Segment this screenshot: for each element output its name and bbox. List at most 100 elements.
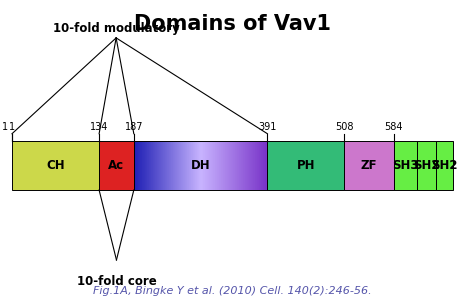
Bar: [170, 141, 171, 190]
Bar: [196, 141, 197, 190]
Bar: [244, 141, 245, 190]
Bar: [177, 141, 178, 190]
Bar: [212, 141, 213, 190]
Bar: [236, 141, 237, 190]
Bar: [179, 141, 180, 190]
Bar: [154, 141, 155, 190]
Bar: [145, 141, 146, 190]
Text: CH: CH: [46, 159, 65, 172]
Bar: [148, 141, 149, 190]
Bar: [192, 141, 194, 190]
Bar: [201, 141, 203, 190]
Bar: [249, 141, 250, 190]
Bar: [251, 141, 252, 190]
Bar: [221, 141, 222, 190]
Bar: [222, 141, 223, 190]
Bar: [148, 141, 149, 190]
Bar: [135, 141, 136, 190]
Bar: [143, 141, 144, 190]
Bar: [146, 141, 147, 190]
Bar: [241, 141, 242, 190]
Bar: [175, 141, 176, 190]
Bar: [208, 141, 209, 190]
Bar: [191, 141, 192, 190]
Bar: [199, 141, 200, 190]
Text: DH: DH: [190, 159, 210, 172]
Bar: [190, 141, 191, 190]
Bar: [182, 141, 183, 190]
Bar: [262, 141, 263, 190]
Bar: [243, 141, 244, 190]
Bar: [178, 141, 179, 190]
Bar: [254, 141, 255, 190]
Bar: [210, 141, 211, 190]
Bar: [247, 141, 248, 190]
Bar: [175, 141, 177, 190]
Bar: [204, 141, 205, 190]
Bar: [218, 141, 219, 190]
Bar: [160, 141, 161, 190]
Bar: [181, 141, 182, 190]
Text: 187: 187: [124, 122, 143, 132]
Bar: [173, 141, 174, 190]
Bar: [224, 141, 225, 190]
Bar: [168, 141, 169, 190]
Text: 584: 584: [384, 122, 402, 132]
Bar: [262, 141, 263, 190]
Bar: [260, 141, 261, 190]
Bar: [225, 141, 226, 190]
Bar: [218, 141, 219, 190]
Bar: [237, 141, 238, 190]
Bar: [192, 141, 193, 190]
Bar: [174, 141, 175, 190]
Bar: [164, 141, 165, 190]
Bar: [188, 141, 189, 190]
Bar: [183, 141, 184, 190]
Bar: [150, 141, 151, 190]
Bar: [140, 141, 141, 190]
Bar: [154, 141, 155, 190]
Bar: [239, 141, 241, 190]
Bar: [184, 141, 185, 190]
Bar: [267, 141, 343, 190]
Bar: [256, 141, 257, 190]
Bar: [242, 141, 243, 190]
Bar: [138, 141, 139, 190]
Bar: [231, 141, 232, 190]
Bar: [224, 141, 225, 190]
Bar: [211, 141, 212, 190]
Bar: [202, 141, 203, 190]
Bar: [215, 141, 216, 190]
Bar: [168, 141, 169, 190]
Bar: [238, 141, 239, 190]
Bar: [256, 141, 257, 190]
Bar: [245, 141, 246, 190]
Bar: [205, 141, 206, 190]
Bar: [343, 141, 393, 190]
Bar: [198, 141, 199, 190]
Bar: [236, 141, 238, 190]
Bar: [242, 141, 243, 190]
Bar: [141, 141, 142, 190]
Bar: [185, 141, 186, 190]
Bar: [181, 141, 182, 190]
Bar: [186, 141, 187, 190]
Bar: [189, 141, 191, 190]
Bar: [160, 141, 161, 190]
Bar: [195, 141, 197, 190]
Bar: [166, 141, 167, 190]
Bar: [230, 141, 232, 190]
Text: 10-fold modulatory: 10-fold modulatory: [53, 22, 179, 35]
Text: Fig.1A, Bingke Y et al. (2010) Cell. 140(2):246-56.: Fig.1A, Bingke Y et al. (2010) Cell. 140…: [93, 286, 371, 297]
Bar: [257, 141, 259, 190]
Bar: [204, 141, 205, 190]
Bar: [252, 141, 253, 190]
Bar: [163, 141, 165, 190]
Bar: [198, 141, 199, 190]
Bar: [169, 141, 171, 190]
Bar: [227, 141, 228, 190]
Bar: [171, 141, 172, 190]
Bar: [139, 141, 140, 190]
Bar: [230, 141, 231, 190]
Bar: [213, 141, 214, 190]
